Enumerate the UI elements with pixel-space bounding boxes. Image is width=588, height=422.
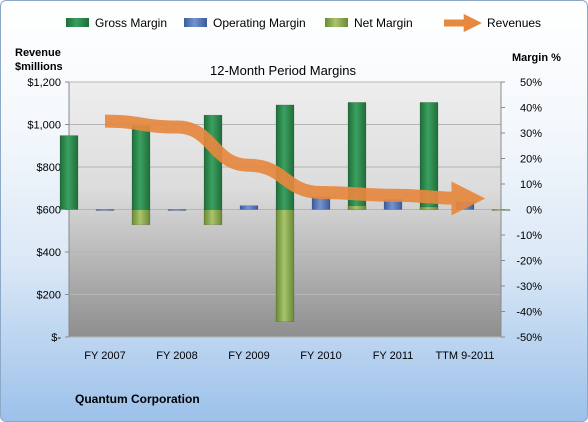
legend-swatch-gross-margin (66, 18, 89, 27)
y-right-tick-label: 10% (520, 179, 542, 191)
y-left-tick-label: $1,200 (27, 77, 61, 89)
revenues-line (104, 114, 486, 216)
y-right-tick-label: -30% (516, 281, 542, 293)
y-left-tick-label: $200 (37, 290, 61, 302)
legend-swatch-net-margin (325, 18, 348, 27)
bar-net-margin (131, 209, 151, 226)
bar-gross-margin (131, 125, 151, 210)
bar-net-margin (419, 206, 439, 210)
y-right-tick-label: -20% (516, 256, 542, 268)
y-right-tick-label: 40% (520, 103, 542, 115)
y-left-axis-title-line1: Revenue (15, 47, 61, 59)
bar-operating-margin (239, 205, 259, 210)
bar-operating-margin (167, 209, 187, 211)
bar-net-margin (347, 205, 367, 210)
bar-net-margin (491, 209, 511, 211)
bar-net-margin (203, 209, 223, 226)
x-tick-label: FY 2009 (228, 350, 269, 362)
y-left-axis-title-line2: $millions (15, 61, 63, 73)
x-tick-label: FY 2007 (84, 350, 125, 362)
legend-label-net-margin: Net Margin (354, 16, 413, 30)
x-tick-label: FY 2008 (156, 350, 197, 362)
y-right-tick-label: -40% (516, 307, 542, 319)
x-tick-label: FY 2011 (373, 350, 414, 362)
y-right-tick-label: -50% (516, 332, 542, 344)
x-tick-label: FY 2010 (300, 350, 341, 362)
legend-label-operating-margin: Operating Margin (213, 16, 306, 30)
y-left-tick-label: $800 (37, 162, 61, 174)
bar-gross-margin (275, 104, 295, 210)
y-left-tick-label: $600 (37, 205, 61, 217)
y-right-tick-label: 50% (520, 77, 542, 89)
legend: Gross Margin Operating Margin Net Margin… (66, 13, 541, 33)
y-left-tick-label: $400 (37, 247, 61, 259)
y-right-tick-label: -10% (516, 230, 542, 242)
bar-net-margin (275, 209, 295, 322)
company-name: Quantum Corporation (75, 392, 200, 406)
y-left-tick-label: $1,000 (27, 120, 61, 132)
y-right-tick-label: 0% (526, 205, 542, 217)
y-left-tick-label: $- (51, 332, 61, 344)
bar-operating-margin (95, 209, 115, 211)
legend-swatch-operating-margin (184, 18, 207, 27)
x-tick-label: TTM 9-2011 (435, 350, 494, 362)
y-right-tick-label: 30% (520, 128, 542, 140)
chart-title: 12-Month Period Margins (210, 63, 356, 78)
bar-gross-margin (59, 135, 79, 210)
bar-gross-margin (203, 114, 223, 210)
y-right-axis-title: Margin % (512, 52, 561, 64)
y-right-tick-label: 20% (520, 154, 542, 166)
legend-label-revenues: Revenues (487, 16, 541, 30)
legend-label-gross-margin: Gross Margin (95, 16, 167, 30)
